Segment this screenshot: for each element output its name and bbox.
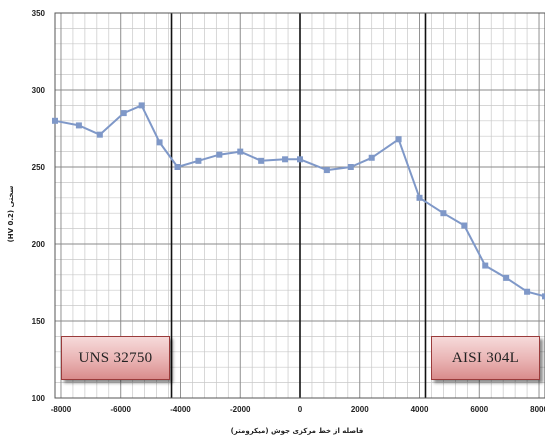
data-point — [524, 288, 531, 295]
zone-boundaries — [170, 13, 427, 398]
uns-32750-label: UNS 32750 — [61, 336, 170, 380]
data-point — [138, 102, 145, 109]
x-tick-label: 0 — [298, 405, 303, 414]
y-tick-label: 150 — [32, 317, 46, 326]
data-point — [297, 156, 303, 163]
data-point — [503, 274, 510, 281]
data-point — [395, 136, 402, 143]
data-point — [347, 164, 354, 170]
series-polyline — [54, 104, 545, 298]
x-tick-label: 6000 — [470, 405, 488, 414]
data-point — [216, 151, 223, 158]
data-point — [237, 148, 244, 155]
y-tick-labels: 100 150 200 250 300 350 — [32, 9, 46, 403]
y-tick-label: 350 — [32, 9, 46, 18]
data-point — [258, 157, 265, 164]
series-line — [54, 104, 545, 298]
data-point — [461, 222, 468, 229]
data-point — [482, 262, 489, 269]
x-tick-label: -8000 — [51, 405, 72, 414]
data-point — [174, 164, 181, 170]
data-point — [195, 157, 202, 164]
x-tick-label: 4000 — [411, 405, 429, 414]
x-tick-label: 8000 — [530, 405, 545, 414]
x-tick-label: -4000 — [170, 405, 191, 414]
x-axis-label: فاصله از خط مرکزی جوش (میکرومتر) — [231, 427, 364, 435]
data-point — [282, 156, 289, 163]
data-point — [75, 122, 82, 129]
data-point — [120, 110, 127, 117]
y-tick-label: 300 — [32, 86, 46, 95]
data-point — [368, 154, 375, 161]
x-tick-label: -2000 — [230, 405, 251, 414]
x-tick-labels: -8000 -6000 -4000 -2000 0 2000 4000 6000 8000 — [51, 405, 545, 414]
data-point — [156, 139, 163, 146]
plot-frame — [54, 12, 545, 399]
y-tick-label: 100 — [32, 394, 46, 403]
aisi-304l-label: AISI 304L — [431, 336, 540, 380]
data-point — [323, 167, 330, 174]
y-axis-label: سختی (HV 0.2) — [7, 185, 15, 242]
series-points — [52, 102, 545, 300]
data-point — [440, 210, 447, 217]
data-point — [96, 131, 103, 138]
y-tick-label: 250 — [32, 163, 46, 172]
y-tick-label: 200 — [32, 240, 46, 249]
data-point — [542, 293, 545, 300]
x-tick-label: -6000 — [110, 405, 131, 414]
data-point — [52, 117, 58, 124]
data-point — [416, 194, 423, 201]
x-tick-label: 2000 — [351, 405, 369, 414]
